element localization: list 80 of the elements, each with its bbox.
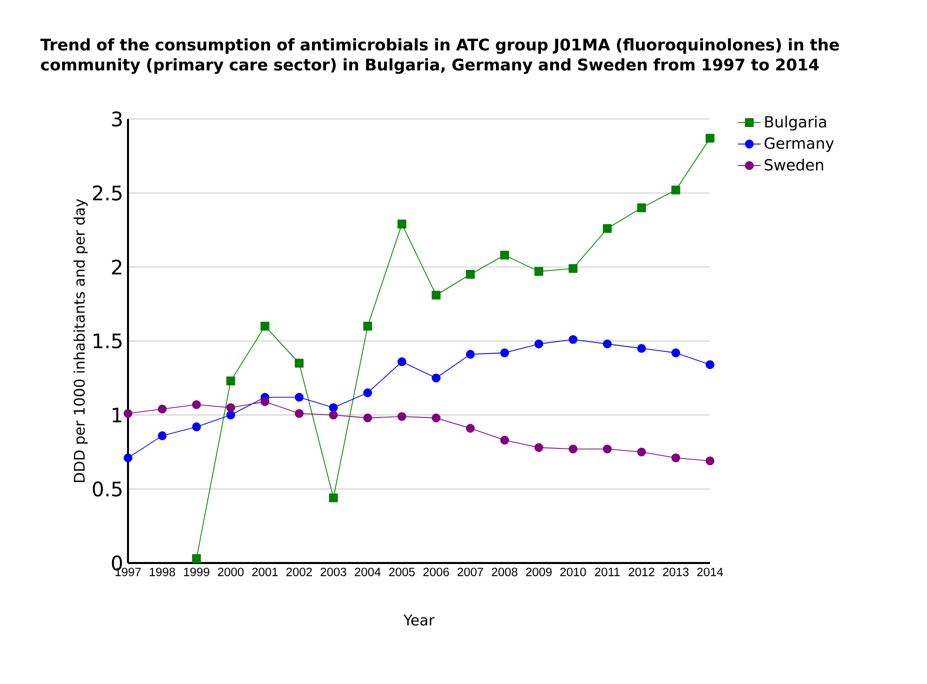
x-tick-label: 2005	[389, 568, 415, 576]
point	[534, 340, 544, 348]
x-tick-label: 2000	[218, 568, 244, 576]
point	[294, 409, 304, 418]
point	[534, 267, 544, 276]
point	[706, 456, 714, 466]
point	[671, 348, 680, 358]
y-tick-label: 3	[112, 111, 122, 127]
point	[637, 448, 646, 456]
x-tick-label: 2003	[320, 568, 346, 576]
x-tick-label: 1999	[184, 568, 210, 576]
y-tick-label: 0.5	[92, 481, 122, 497]
point	[260, 322, 270, 331]
point	[500, 348, 509, 358]
legend-label: Bulgaria	[765, 116, 826, 131]
point	[124, 454, 132, 462]
point	[158, 431, 167, 440]
x-tick-label: 2002	[286, 568, 312, 576]
legend-label: Sweden	[764, 158, 824, 171]
legend-label: Germany	[764, 137, 834, 152]
point	[568, 264, 578, 273]
x-tick-label: 2007	[458, 568, 484, 576]
point	[602, 224, 612, 233]
point	[706, 360, 714, 370]
point	[397, 220, 406, 228]
point	[637, 344, 646, 353]
point	[192, 422, 201, 432]
point	[602, 340, 612, 348]
point	[329, 410, 338, 420]
point	[158, 404, 167, 414]
point	[432, 290, 441, 300]
x-tick-label: 2009	[526, 568, 552, 576]
point	[500, 436, 509, 445]
point	[226, 376, 236, 386]
point	[124, 409, 132, 418]
point	[568, 444, 578, 454]
y-tick-label: 2	[112, 260, 122, 274]
point	[568, 335, 578, 344]
point	[602, 444, 612, 454]
x-axis-title: Year	[403, 614, 435, 626]
y-tick-label: 2.5	[92, 185, 122, 201]
point	[226, 403, 236, 412]
point	[466, 270, 475, 279]
point	[294, 392, 304, 402]
x-tick-label: 2004	[354, 568, 381, 576]
point	[466, 424, 475, 433]
point	[466, 350, 475, 359]
x-tick-label: 2008	[492, 568, 518, 576]
point	[226, 410, 236, 420]
y-tick-label: 1.5	[94, 334, 122, 348]
y-axis-title: DDD per 1000 inhabitants and per day	[73, 198, 88, 482]
point	[329, 493, 338, 502]
point	[260, 397, 270, 406]
point	[363, 414, 372, 422]
point	[192, 400, 201, 410]
point	[432, 414, 441, 422]
point	[671, 454, 680, 462]
point	[706, 134, 714, 143]
point	[534, 443, 544, 452]
point	[671, 186, 680, 194]
point	[363, 322, 372, 331]
point	[294, 358, 304, 368]
y-tick-label: 1	[112, 408, 122, 422]
point	[329, 403, 338, 412]
x-tick-label: 2010	[560, 568, 586, 576]
x-tick-label: 2001	[252, 568, 278, 576]
point	[192, 554, 201, 563]
x-tick-label: 2014	[697, 568, 723, 576]
point	[500, 250, 509, 260]
x-tick-label: 2012	[628, 568, 654, 576]
x-tick-label: 1998	[150, 568, 176, 576]
point	[363, 388, 372, 398]
x-tick-label: 2006	[423, 568, 449, 576]
point	[637, 203, 646, 212]
x-tick-label: 2011	[595, 568, 620, 576]
point	[397, 412, 406, 421]
x-tick-label: 2013	[663, 568, 689, 576]
chart-title: Trend of the consumption of antimicrobials in ATC group J01MA (fluoroquinolones) in the community (primary care sector) in Bulgaria, Germany and Sweden from 1997 to 2014	[40, 38, 839, 74]
point	[432, 374, 441, 382]
point	[397, 357, 406, 366]
